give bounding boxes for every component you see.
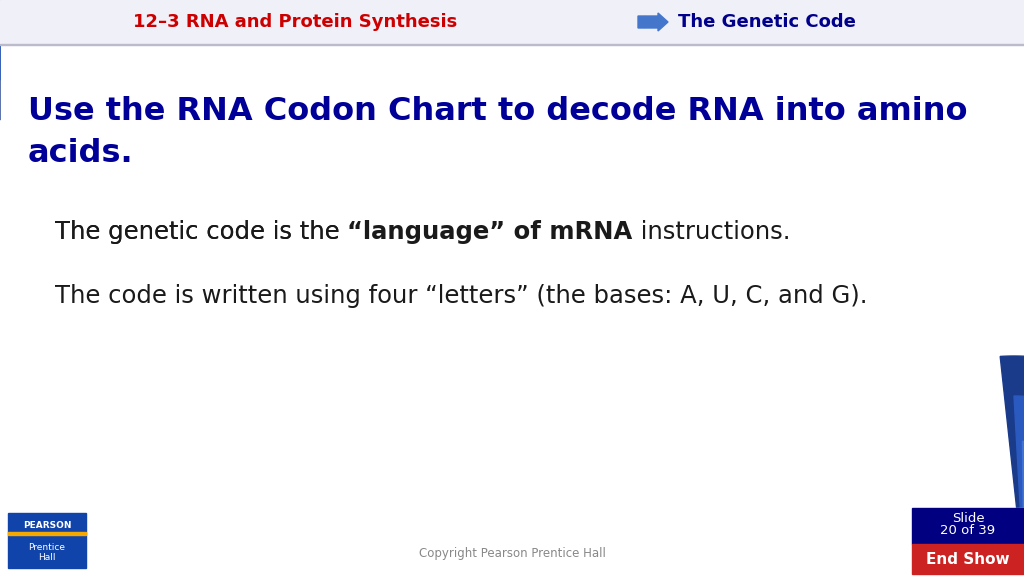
Text: “language” of mRNA: “language” of mRNA — [347, 220, 633, 244]
Text: Use the RNA Codon Chart to decode RNA into amino: Use the RNA Codon Chart to decode RNA in… — [28, 97, 968, 127]
Polygon shape — [1000, 356, 1024, 576]
Bar — [0, 508, 1024, 576]
Bar — [912, 544, 1024, 574]
Text: instructions.: instructions. — [633, 220, 791, 244]
Text: PEARSON: PEARSON — [23, 521, 72, 529]
Text: 20 of 39: 20 of 39 — [940, 524, 995, 536]
Text: acids.: acids. — [28, 138, 133, 169]
Bar — [8, 513, 86, 568]
Text: The genetic code is the: The genetic code is the — [55, 220, 347, 244]
Text: Copyright Pearson Prentice Hall: Copyright Pearson Prentice Hall — [419, 548, 605, 560]
Text: End Show: End Show — [926, 551, 1010, 567]
Text: Prentice: Prentice — [29, 544, 66, 552]
Polygon shape — [1023, 441, 1024, 576]
Text: 12–3 RNA and Protein Synthesis: 12–3 RNA and Protein Synthesis — [133, 13, 457, 31]
Bar — [0, 0, 1024, 44]
Text: Slide: Slide — [951, 511, 984, 525]
Polygon shape — [1014, 396, 1024, 576]
Text: Hall: Hall — [38, 552, 55, 562]
Text: The Genetic Code: The Genetic Code — [678, 13, 856, 31]
Text: The genetic code is the: The genetic code is the — [55, 220, 347, 244]
Bar — [8, 532, 86, 535]
Bar — [0, 44, 1024, 45]
Text: The code is written using four “letters” (the bases: A, U, C, and G).: The code is written using four “letters”… — [55, 284, 867, 308]
FancyArrow shape — [638, 13, 668, 31]
Bar — [912, 508, 1024, 544]
